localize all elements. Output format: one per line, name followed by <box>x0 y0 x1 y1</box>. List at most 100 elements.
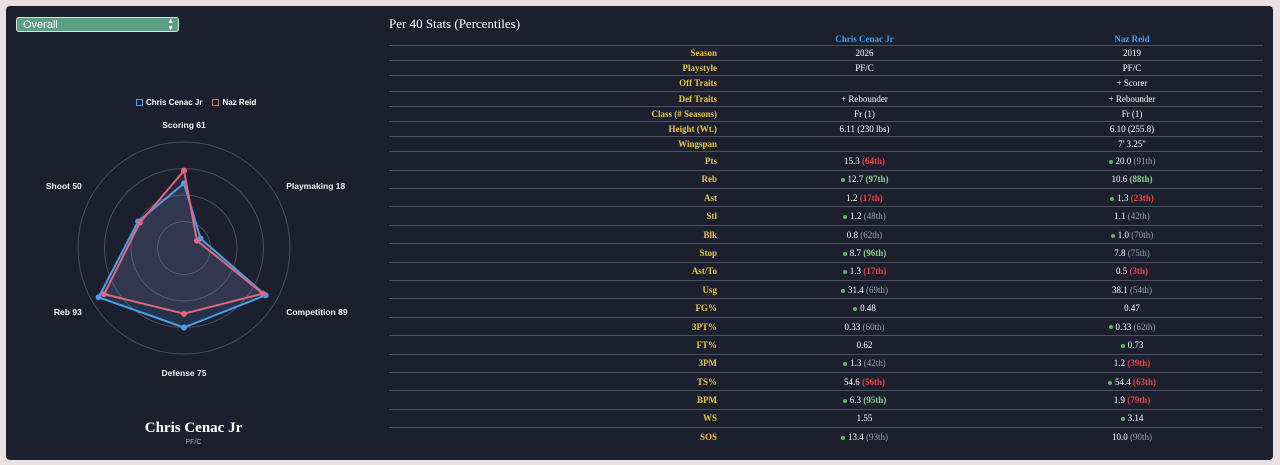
stat-cell-player-1: 54.6 (56th) <box>728 371 1001 391</box>
radar-point-player-2[interactable] <box>101 291 108 298</box>
radar-axis-label: Shoot 50 <box>46 181 82 191</box>
stat-label: Blk <box>389 224 728 244</box>
stats-header-row: Chris Cenac Jr Naz Reid <box>389 32 1263 46</box>
legend-swatch-player-2 <box>212 99 220 106</box>
stat-cell-player-1: 0.48 <box>728 298 1001 318</box>
stat-percentile: (62th) <box>1133 321 1156 332</box>
header-label-column <box>389 32 728 46</box>
stat-cell-player-2: 1.9 (79th) <box>1001 390 1263 410</box>
stat-cell-player-2: 1.3 (23th) <box>1001 188 1263 207</box>
stat-percentile: (62th) <box>860 229 883 240</box>
radar-series <box>95 167 269 331</box>
advantage-dot-icon <box>1120 417 1125 422</box>
stat-percentile: (42th) <box>863 358 886 369</box>
stat-value: 1.3 <box>850 358 862 369</box>
stat-label: 3PT% <box>389 316 728 336</box>
stat-value: 10.0 <box>1112 431 1128 442</box>
attribute-value-player-2: PF/C <box>1001 60 1263 76</box>
advantage-dot-icon <box>842 399 847 404</box>
stat-value: 10.6 <box>1111 174 1128 185</box>
advantage-dot-icon <box>843 215 848 220</box>
attribute-value-player-1 <box>728 136 1001 152</box>
stat-percentile: (3th) <box>1129 266 1149 277</box>
attribute-value-player-1: 2026 <box>728 44 1001 61</box>
radar-point-player-2[interactable] <box>259 290 266 297</box>
stat-cell-player-2: 1.0 (70th) <box>1001 224 1263 244</box>
stat-row: SOS 13.4 (93th) 10.0 (90th) <box>389 427 1263 446</box>
stat-row: FT% 0.62 0.73 <box>389 335 1263 355</box>
stat-label: Reb <box>389 169 728 189</box>
stat-cell-player-2: 0.5 (3th) <box>1001 261 1263 281</box>
stat-percentile: (39th) <box>1127 358 1151 369</box>
stats-body: Season 2026 2019 Playstyle PF/C PF/C Off Trait… <box>389 44 1263 446</box>
radar-axis-label: Playmaking 18 <box>286 181 345 191</box>
legend-item-player-1[interactable]: Chris Cenac Jr <box>136 98 202 107</box>
stat-value: 38.1 <box>1112 284 1128 295</box>
stat-value: 12.7 <box>847 174 864 185</box>
select-arrows-icon: ▲ ▼ <box>167 18 174 32</box>
stat-value: 1.9 <box>1113 395 1125 406</box>
stat-cell-player-2: 1.1 (42th) <box>1001 206 1263 226</box>
attribute-value-player-2: + Rebounder <box>1001 90 1263 107</box>
stat-label: 3PM <box>389 353 728 373</box>
stat-row: BPM 6.3 (95th) 1.9 (79th) <box>389 390 1263 410</box>
stat-percentile: (54th) <box>1130 284 1152 295</box>
stat-cell-player-2: 1.2 (39th) <box>1001 353 1263 373</box>
stat-cell-player-2: 0.33 (62th) <box>1001 316 1263 336</box>
radar-point-player-2[interactable] <box>193 237 200 244</box>
stat-percentile: (90th) <box>1130 431 1152 442</box>
radar-point-player-2[interactable] <box>181 310 187 317</box>
stat-value: 1.3 <box>849 266 861 277</box>
radar-labels: Scoring 61 Playmaking 18 Competition 89 Def… <box>46 120 348 378</box>
stat-value: 1.3 <box>1117 192 1129 203</box>
stat-percentile: (91th) <box>1133 156 1156 166</box>
stat-cell-player-1: 1.3 (42th) <box>728 353 1001 373</box>
advantage-dot-icon <box>842 270 847 275</box>
stat-value: 0.62 <box>856 339 873 350</box>
stat-cell-player-1: 15.3 (64th) <box>728 151 1001 171</box>
stat-percentile: (69th) <box>866 284 888 295</box>
stat-percentile: (95th) <box>863 395 887 406</box>
stat-percentile: (23th) <box>1130 192 1154 203</box>
stat-cell-player-1: 1.2 (48th) <box>728 206 1001 226</box>
stat-label: FG% <box>389 298 728 318</box>
stat-percentile: (56th) <box>862 376 885 387</box>
advantage-dot-icon <box>1120 343 1125 348</box>
attribute-value-player-2: 7' 3.25" <box>1001 136 1263 152</box>
stat-cell-player-1: 0.8 (62th) <box>728 224 1001 244</box>
attribute-label: Class (# Seasons) <box>389 105 728 122</box>
stat-value: 0.48 <box>860 303 876 314</box>
header-player-2: Naz Reid <box>1114 33 1150 44</box>
stat-value: 0.73 <box>1127 339 1144 350</box>
radar-point-player-1[interactable] <box>95 294 102 301</box>
attribute-row: Class (# Seasons) Fr (1) Fr (1) <box>389 105 1263 122</box>
stat-cell-player-1: 6.3 (95th) <box>728 390 1001 410</box>
stat-percentile: (17th) <box>859 192 883 203</box>
stat-label: SOS <box>389 427 728 446</box>
attribute-value-player-2: 2019 <box>1001 44 1263 61</box>
radar-point-player-2[interactable] <box>181 167 187 174</box>
advantage-dot-icon <box>841 288 845 293</box>
stat-row: 3PT% 0.33 (60th) 0.33 (62th) <box>389 316 1263 336</box>
radar-point-player-2[interactable] <box>136 219 143 226</box>
stat-row: Ast 1.2 (17th) 1.3 (23th) <box>389 188 1263 207</box>
attribute-value-player-1: 6.11 (230 lbs) <box>728 120 1001 137</box>
stat-cell-player-2: 38.1 (54th) <box>1001 280 1263 299</box>
radar-point-player-1[interactable] <box>181 324 187 331</box>
stat-cell-player-2: 10.6 (88th) <box>1001 169 1263 189</box>
stat-cell-player-2: 3.14 <box>1001 408 1263 428</box>
category-select[interactable]: Overall ▲ ▼ <box>16 17 179 32</box>
stat-percentile: (17th) <box>863 266 887 277</box>
stat-value: 1.1 <box>1114 211 1126 222</box>
stat-cell-player-1: 0.33 (60th) <box>728 316 1001 336</box>
radar-axis-label: Defense 75 <box>162 368 207 378</box>
attribute-row: Wingspan 7' 3.25" <box>389 136 1263 152</box>
stat-value: 54.6 <box>844 376 860 387</box>
legend-item-player-2[interactable]: Naz Reid <box>212 98 256 107</box>
attribute-value-player-2: + Scorer <box>1001 75 1263 92</box>
radar-axis-label: Reb 93 <box>54 307 82 317</box>
stat-row: TS% 54.6 (56th) 54.4 (63th) <box>389 371 1263 391</box>
attribute-label: Off Traits <box>389 75 728 92</box>
attribute-row: Def Traits + Rebounder + Rebounder <box>389 90 1263 107</box>
stat-label: BPM <box>389 390 728 410</box>
